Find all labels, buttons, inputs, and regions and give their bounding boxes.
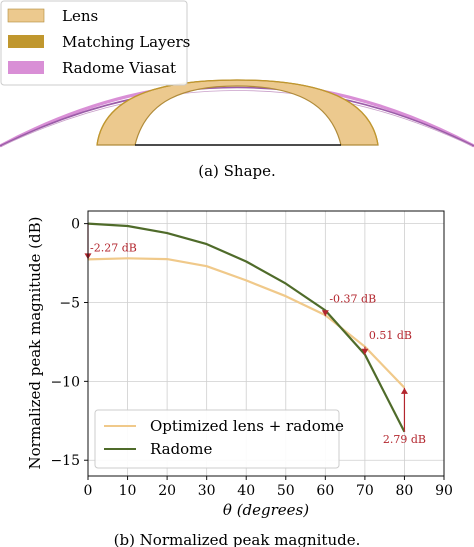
y-tick-label: −5 [59,295,80,311]
x-tick-label: 70 [356,483,374,499]
caption-a: (a) Shape. [198,162,276,180]
legend-radome-swatch [8,61,44,74]
chart-legend-box [94,409,340,469]
legend-lens-swatch [7,8,45,23]
shape-legend-box [0,0,188,86]
legend-lens-label: Lens [62,7,98,25]
legend-radome-label: Radome Viasat [62,59,176,77]
x-tick-label: 90 [435,483,453,499]
chart-legend: Optimized lens + radome Radome [94,409,344,469]
radome-inner-arc [0,86,474,147]
shape-panel: Lens Matching Layers Radome Viasat (a) S… [0,0,474,180]
chart-panel: -2.27 dB -0.37 dB 0.51 dB 2.79 dB 0 10 20 30 40… [26,210,453,547]
annotation-label: -0.37 dB [329,292,376,305]
series-line-radome [87,222,406,433]
x-tick-label: 60 [316,483,334,499]
x-tick-label: 0 [84,483,93,499]
radome-shadow-arc [1,90,473,147]
annotation-arrow-head [400,387,408,394]
annotation-label: 2.79 dB [383,433,426,446]
x-tick-label: 50 [277,483,295,499]
x-tick-label: 10 [119,483,137,499]
caption-b: (b) Normalized peak magnitude. [114,531,361,547]
x-tick-label: 20 [158,483,176,499]
y-tick-label: −15 [50,453,80,469]
matching-layer-outline [96,79,379,146]
x-tick-label: 80 [396,483,414,499]
y-axis-label: Normalized peak magnitude (dB) [26,216,44,469]
plot-frame [87,210,445,477]
x-tick-label: 40 [237,483,255,499]
legend-optimized-label: Optimized lens + radome [150,417,344,435]
shape-legend: Lens Matching Layers Radome Viasat [0,0,190,86]
x-axis-label: θ (degrees) [223,501,309,519]
lens-shape [96,79,379,146]
annotations: -2.27 dB -0.37 dB 0.51 dB 2.79 dB [84,223,426,446]
radome-outer-arc [0,81,474,148]
annotation-arrow-head [361,348,369,355]
annotation-label: -2.27 dB [90,241,137,254]
y-tick-label: −10 [50,374,80,390]
x-tick-label: 30 [198,483,216,499]
series-line-optimized [87,257,406,389]
annotation-arrow-head [321,310,329,317]
y-tick-label: 0 [71,217,80,233]
legend-radome-series-label: Radome [150,440,212,458]
axis-ticks: 0 10 20 30 40 50 60 70 80 90 0 −5 −10 −15 [50,217,452,499]
annotation-label: 0.51 dB [369,329,412,342]
legend-matching-layers-label: Matching Layers [62,33,190,51]
legend-matching-layers-swatch [8,35,44,48]
